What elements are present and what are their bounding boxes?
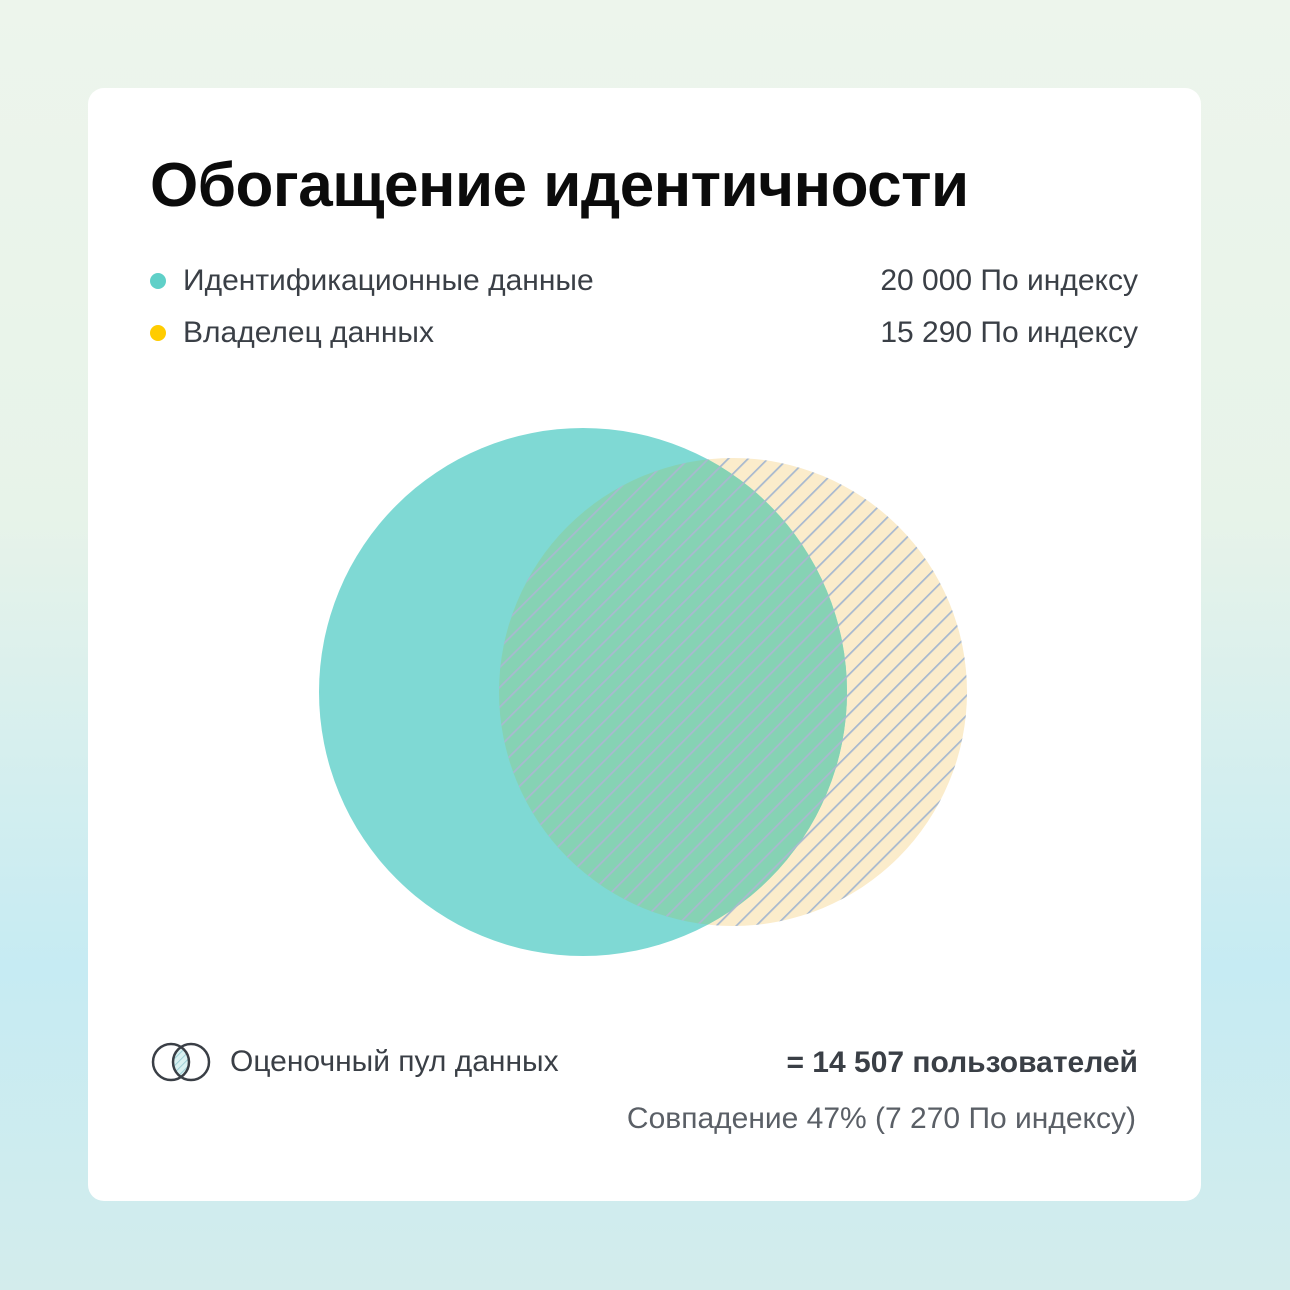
legend-dot-yellow xyxy=(150,325,166,341)
legend-dot-teal xyxy=(150,273,166,289)
chart-card: Обогащение идентичности Идентификационны… xyxy=(88,88,1201,1201)
overlap-summary: Совпадение 47% (7 270 По индексу) xyxy=(626,1102,1136,1135)
venn-circle-data-owner xyxy=(499,458,967,926)
pool-legend: Оценочный пул данных xyxy=(150,1038,559,1086)
legend-item-data-owner: Владелец данных 15 290 По индексу xyxy=(150,313,1138,353)
chart-title: Обогащение идентичности xyxy=(150,151,969,220)
pool-total: = 14 507 пользователей xyxy=(786,1046,1138,1079)
legend-value-identity-data: 20 000 По индексу xyxy=(880,264,1138,297)
venn-diagram xyxy=(319,428,967,956)
legend-label-identity-data: Идентификационные данные xyxy=(183,264,594,297)
overlap-circles-icon xyxy=(151,1042,211,1082)
venn-circle-identity-data xyxy=(319,428,847,956)
pool-label: Оценочный пул данных xyxy=(230,1045,559,1078)
legend-item-identity-data: Идентификационные данные 20 000 По индек… xyxy=(150,261,1138,301)
legend-label-data-owner: Владелец данных xyxy=(183,316,434,349)
legend-value-data-owner: 15 290 По индексу xyxy=(880,316,1138,349)
venn-overlap-region xyxy=(499,458,847,926)
